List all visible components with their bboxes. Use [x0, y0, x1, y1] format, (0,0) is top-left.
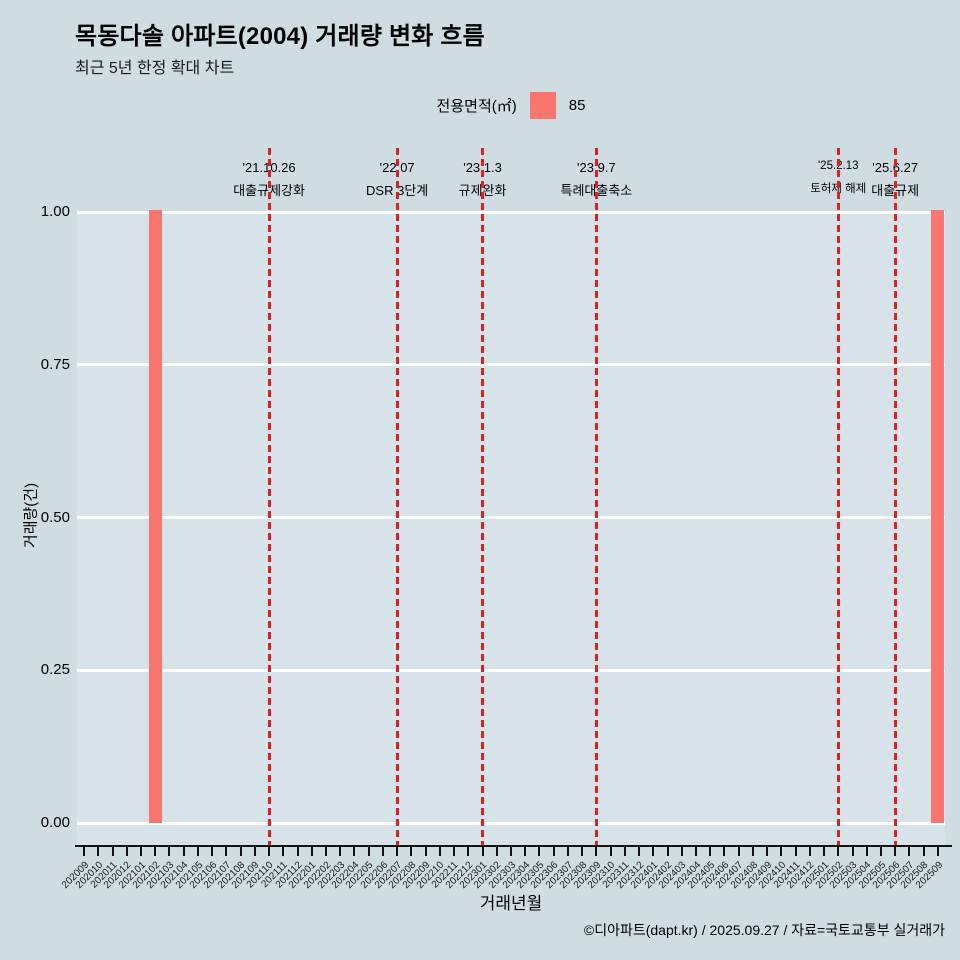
x-tick — [623, 847, 626, 856]
x-tick — [638, 847, 641, 856]
x-tick — [325, 847, 328, 856]
x-tick — [552, 847, 555, 856]
event-line-202506 — [893, 148, 897, 845]
x-tick — [410, 847, 413, 856]
x-tick — [680, 847, 683, 856]
x-tick — [936, 847, 939, 856]
plot-panel — [77, 211, 945, 846]
x-tick — [865, 847, 868, 856]
x-tick — [154, 847, 157, 856]
gridline-y-0.5 — [77, 516, 945, 519]
x-axis-line — [75, 845, 952, 847]
x-tick — [481, 847, 484, 856]
x-tick — [196, 847, 199, 856]
event-line-202309 — [594, 148, 598, 845]
x-tick — [794, 847, 797, 856]
legend: 전용면적(㎡) 85 — [77, 92, 945, 119]
x-tick — [125, 847, 128, 856]
x-tick — [595, 847, 598, 856]
x-tick — [709, 847, 712, 856]
x-tick — [424, 847, 427, 856]
x-tick — [538, 847, 541, 856]
x-tick — [168, 847, 171, 856]
x-tick — [694, 847, 697, 856]
x-tick — [666, 847, 669, 856]
x-tick — [239, 847, 242, 856]
gridline-y-1 — [77, 210, 945, 214]
x-tick — [111, 847, 114, 856]
legend-title: 전용면적(㎡) — [436, 98, 517, 115]
event-line-202110 — [267, 148, 271, 845]
x-tick — [453, 847, 456, 856]
x-tick — [282, 847, 285, 856]
x-tick — [723, 847, 726, 856]
legend-value-85: 85 — [568, 97, 586, 114]
event-line-202301 — [481, 148, 485, 845]
y-tick-label: 0.75 — [40, 355, 70, 373]
x-tick — [211, 847, 214, 856]
x-tick — [524, 847, 527, 856]
event-line-202207 — [395, 148, 399, 845]
x-tick — [766, 847, 769, 856]
x-tick — [495, 847, 498, 856]
x-tick — [510, 847, 512, 856]
x-tick — [808, 847, 811, 856]
gridline-y-0 — [77, 821, 945, 825]
event-line-202502 — [836, 148, 840, 845]
gridline-y-0.25 — [77, 668, 945, 672]
bar-202509 — [931, 210, 945, 823]
y-tick-label: 0.25 — [40, 661, 70, 679]
x-tick — [566, 847, 569, 856]
x-tick — [467, 847, 470, 856]
x-tick — [396, 847, 399, 856]
x-tick — [851, 847, 854, 856]
x-axis-title: 거래년월 — [479, 894, 543, 913]
chart-subtitle: 최근 5년 한정 확대 차트 — [75, 60, 235, 77]
x-tick — [140, 847, 143, 856]
x-tick — [894, 847, 897, 856]
x-tick — [823, 847, 826, 856]
footer-credit: ©디아파트(dapt.kr) / 2025.09.27 / 자료=국토교통부 실… — [583, 922, 945, 938]
x-tick — [83, 847, 86, 856]
x-tick — [339, 847, 342, 856]
x-tick — [737, 847, 740, 856]
x-tick — [837, 847, 840, 856]
gridline-y-0.75 — [77, 363, 945, 367]
x-tick — [296, 847, 299, 856]
x-tick — [381, 847, 384, 856]
x-tick — [367, 847, 370, 856]
y-tick-label: 1.00 — [40, 203, 70, 220]
bar-202102 — [148, 210, 162, 823]
x-tick — [780, 847, 783, 856]
chart-title: 목동다솔 아파트(2004) 거래량 변화 흐름 — [75, 23, 485, 50]
y-tick-label: 0.50 — [40, 508, 70, 526]
x-tick — [353, 847, 356, 856]
x-tick — [751, 847, 754, 856]
y-tick-label: 0.00 — [40, 814, 70, 831]
x-tick — [581, 847, 584, 856]
x-tick — [310, 847, 313, 856]
x-tick — [253, 847, 256, 856]
x-tick — [97, 847, 100, 856]
x-tick — [438, 847, 441, 856]
x-tick — [268, 847, 271, 856]
x-tick — [922, 847, 925, 856]
x-tick — [609, 847, 612, 856]
x-tick — [879, 847, 882, 856]
x-tick — [908, 847, 911, 856]
x-tick — [225, 847, 228, 856]
x-tick — [652, 847, 655, 856]
legend-swatch-85 — [529, 92, 556, 119]
x-tick — [182, 847, 185, 856]
